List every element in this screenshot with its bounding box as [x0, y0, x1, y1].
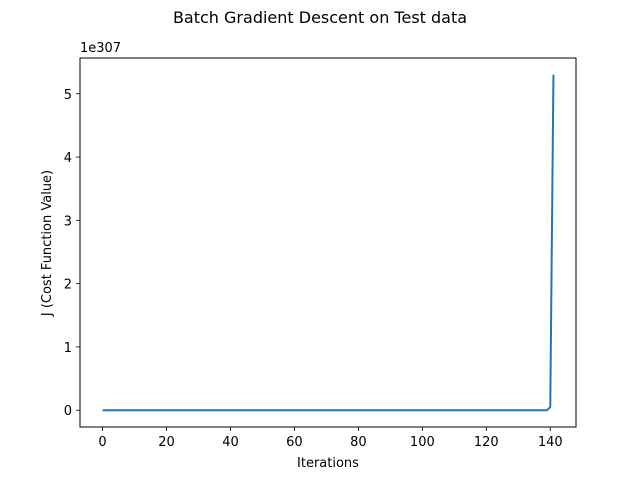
y-tick-label: 1: [64, 341, 72, 356]
chart-title: Batch Gradient Descent on Test data: [173, 8, 467, 27]
x-tick-label: 100: [410, 435, 435, 450]
x-tick-label: 20: [158, 435, 175, 450]
y-tick-label: 5: [64, 88, 72, 103]
y-offset-label: 1e307: [80, 41, 121, 56]
y-tick-label: 0: [64, 404, 72, 419]
x-tick-label: 0: [98, 435, 106, 450]
y-tick-label: 2: [64, 278, 72, 293]
x-axis-label: Iterations: [297, 456, 359, 471]
series-line-0: [102, 74, 555, 412]
y-tick-label: 4: [64, 151, 72, 166]
x-tick-label: 40: [222, 435, 239, 450]
x-tick-label: 80: [350, 435, 367, 450]
x-tick-label: 60: [286, 435, 303, 450]
y-axis-label: J (Cost Function Value): [40, 170, 55, 317]
x-tick-label: 120: [474, 435, 499, 450]
x-tick-label: 140: [538, 435, 563, 450]
y-tick-label: 3: [64, 214, 72, 229]
plot-frame: [79, 57, 577, 428]
